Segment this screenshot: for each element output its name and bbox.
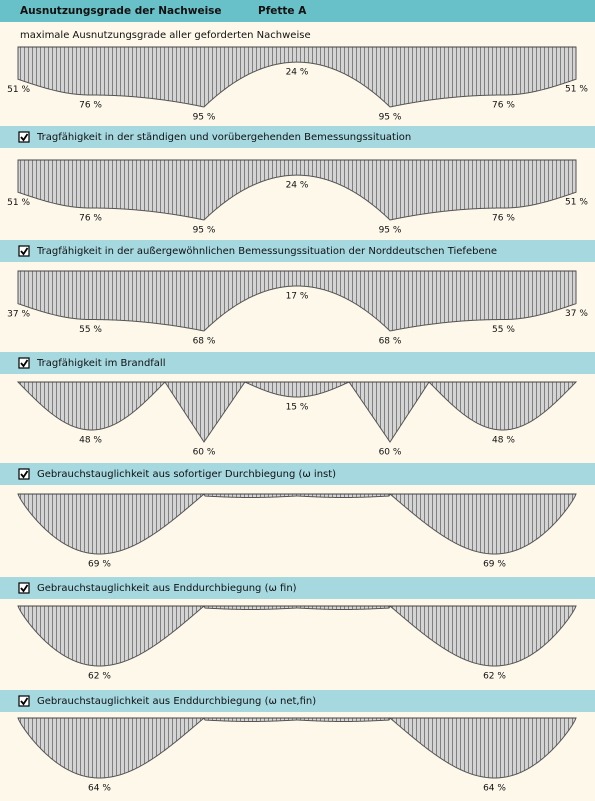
support-label: 95 % <box>379 226 402 236</box>
support-label: 60 % <box>193 448 216 458</box>
section-title: Gebrauchstauglichkeit aus Enddurchbiegun… <box>37 696 316 707</box>
span-label: 48 % <box>79 435 102 445</box>
span-label: 76 % <box>79 214 102 224</box>
checkmark <box>20 697 29 706</box>
checkbox <box>18 245 30 257</box>
end-label: 51 % <box>565 85 588 95</box>
section-title: Tragfähigkeit in der außergewöhnlichen B… <box>36 246 497 257</box>
span-label: 69 % <box>483 560 506 570</box>
header-subtitle: Pfette A <box>258 5 307 17</box>
support-label: 68 % <box>193 337 216 347</box>
section-title: Gebrauchstauglichkeit aus Enddurchbiegun… <box>37 583 297 594</box>
section-bar <box>0 126 595 148</box>
span-label: 55 % <box>492 325 515 335</box>
span-label: 62 % <box>88 672 111 682</box>
middle-label: 17 % <box>286 292 309 302</box>
utilization-diagram <box>17 270 577 332</box>
end-label: 37 % <box>565 309 588 319</box>
section-title: Tragfähigkeit im Brandfall <box>36 358 166 369</box>
utilization-diagram <box>17 46 577 108</box>
middle-label: 24 % <box>286 68 309 78</box>
checkmark <box>20 359 29 368</box>
section-bar <box>0 690 595 712</box>
support-label: 95 % <box>193 113 216 123</box>
span-label: 76 % <box>492 214 515 224</box>
checkbox <box>18 582 30 594</box>
checkmark <box>20 247 29 256</box>
end-label: 37 % <box>7 309 30 319</box>
span-label: 64 % <box>88 784 111 794</box>
checkmark <box>20 470 29 479</box>
checkbox <box>18 131 30 143</box>
end-label: 51 % <box>7 198 30 208</box>
utilization-diagram <box>17 605 577 667</box>
span-label: 76 % <box>79 101 102 111</box>
end-label: 51 % <box>565 198 588 208</box>
section-bar <box>0 463 595 485</box>
checkmark <box>20 133 29 142</box>
section-bar <box>0 352 595 374</box>
checkmark <box>20 584 29 593</box>
header-title: Ausnutzungsgrade der Nachweise <box>20 5 222 17</box>
utilization-diagram <box>17 159 577 221</box>
section-title: Gebrauchstauglichkeit aus sofortiger Dur… <box>37 469 336 480</box>
middle-label: 24 % <box>286 181 309 191</box>
checkbox <box>18 695 30 707</box>
middle-label: 15 % <box>286 403 309 413</box>
span-label: 48 % <box>492 435 515 445</box>
support-label: 95 % <box>193 226 216 236</box>
end-label: 51 % <box>7 85 30 95</box>
utilization-diagram <box>17 493 577 555</box>
checkbox <box>18 468 30 480</box>
section-title: Tragfähigkeit in der ständigen und vorüb… <box>36 132 411 143</box>
utilization-diagram <box>17 717 577 779</box>
support-label: 68 % <box>379 337 402 347</box>
header-bar <box>0 0 595 22</box>
section-title: maximale Ausnutzungsgrade aller geforder… <box>20 30 311 41</box>
utilization-diagram <box>16 381 578 443</box>
section-bar <box>0 240 595 262</box>
span-label: 62 % <box>483 672 506 682</box>
span-label: 69 % <box>88 560 111 570</box>
span-label: 64 % <box>483 784 506 794</box>
checkbox <box>18 357 30 369</box>
section-bar <box>0 577 595 599</box>
span-label: 76 % <box>492 101 515 111</box>
support-label: 60 % <box>379 448 402 458</box>
span-label: 55 % <box>79 325 102 335</box>
support-label: 95 % <box>379 113 402 123</box>
